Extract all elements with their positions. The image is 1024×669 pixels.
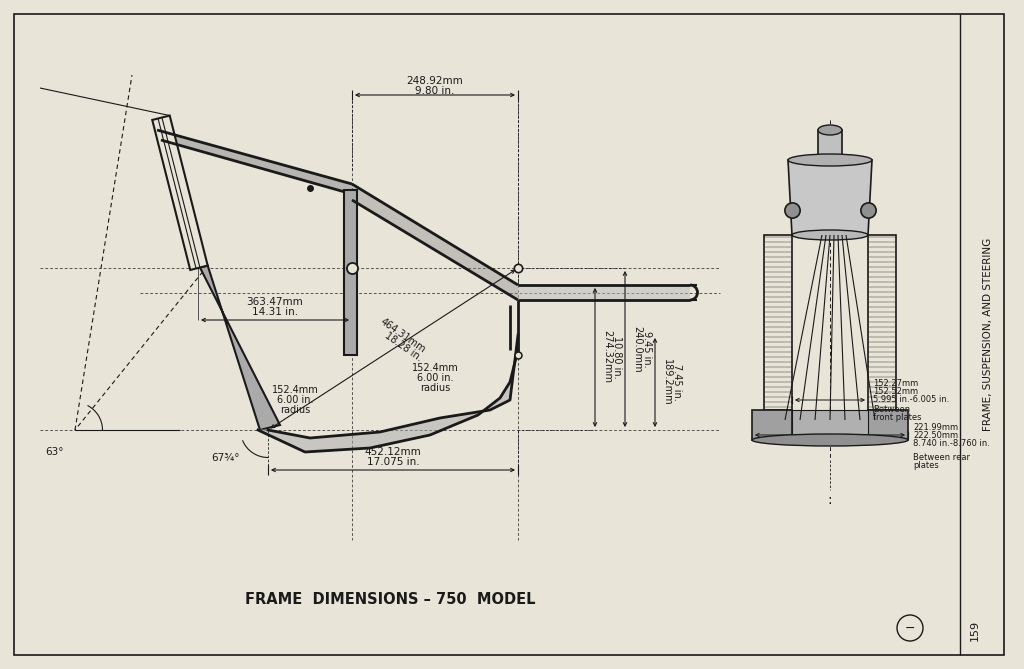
Text: 7.45 in.: 7.45 in. [672, 364, 682, 400]
Text: 10.80 in.: 10.80 in. [612, 336, 622, 378]
Text: 5.995 in.-6.005 in.: 5.995 in.-6.005 in. [873, 395, 949, 405]
Text: 363.47mm: 363.47mm [247, 297, 303, 307]
Text: 17.075 in.: 17.075 in. [367, 457, 419, 467]
Text: radius: radius [280, 405, 310, 415]
Polygon shape [258, 335, 518, 452]
Polygon shape [157, 130, 352, 194]
Text: 152.27mm: 152.27mm [873, 379, 919, 389]
Text: 63°: 63° [46, 447, 65, 457]
Text: FRAME  DIMENSIONS – 750  MODEL: FRAME DIMENSIONS – 750 MODEL [245, 593, 536, 607]
Polygon shape [818, 130, 842, 160]
Polygon shape [200, 266, 280, 430]
Polygon shape [792, 410, 868, 440]
Ellipse shape [792, 230, 868, 240]
Polygon shape [518, 285, 690, 300]
Text: 221.99mm: 221.99mm [913, 423, 958, 432]
Text: Between: Between [873, 405, 910, 415]
Text: 152.52mm: 152.52mm [873, 387, 919, 397]
Text: 274.32mm: 274.32mm [602, 330, 612, 383]
Text: 222.50mm: 222.50mm [913, 430, 958, 440]
Text: 152.4mm: 152.4mm [271, 385, 318, 395]
Text: radius: radius [420, 383, 451, 393]
Polygon shape [868, 410, 908, 440]
Text: 189.2mm: 189.2mm [662, 359, 672, 405]
Text: 6.00 in.: 6.00 in. [276, 395, 313, 405]
Ellipse shape [818, 156, 842, 164]
Text: 159: 159 [970, 619, 980, 640]
Text: 9.45 in.: 9.45 in. [642, 330, 652, 367]
Polygon shape [344, 190, 357, 355]
Text: 464.31mm: 464.31mm [379, 317, 427, 355]
Polygon shape [868, 235, 896, 410]
Text: 18.28 in.: 18.28 in. [383, 330, 423, 363]
Text: plates: plates [913, 460, 939, 470]
Polygon shape [788, 160, 872, 235]
Text: 248.92mm: 248.92mm [407, 76, 464, 86]
Text: 152.4mm: 152.4mm [412, 363, 459, 373]
Text: Between rear: Between rear [913, 452, 970, 462]
Ellipse shape [818, 125, 842, 135]
Polygon shape [764, 235, 792, 410]
Text: −: − [905, 622, 915, 634]
Ellipse shape [788, 154, 872, 166]
Text: 452.12mm: 452.12mm [365, 447, 421, 457]
Text: 67¾°: 67¾° [211, 453, 240, 463]
Ellipse shape [752, 434, 908, 446]
Polygon shape [153, 116, 208, 270]
Text: FRAME, SUSPENSION, AND STEERING: FRAME, SUSPENSION, AND STEERING [983, 237, 993, 431]
Polygon shape [352, 184, 518, 300]
Text: 14.31 in.: 14.31 in. [252, 307, 298, 317]
Text: front plates: front plates [873, 413, 922, 423]
Text: 240.0mm: 240.0mm [632, 326, 642, 373]
Text: :: : [827, 493, 833, 507]
Text: 6.00 in.: 6.00 in. [417, 373, 454, 383]
Text: 9.80 in.: 9.80 in. [416, 86, 455, 96]
Text: 8.740 in.-8.760 in.: 8.740 in.-8.760 in. [913, 438, 990, 448]
Polygon shape [752, 410, 792, 440]
